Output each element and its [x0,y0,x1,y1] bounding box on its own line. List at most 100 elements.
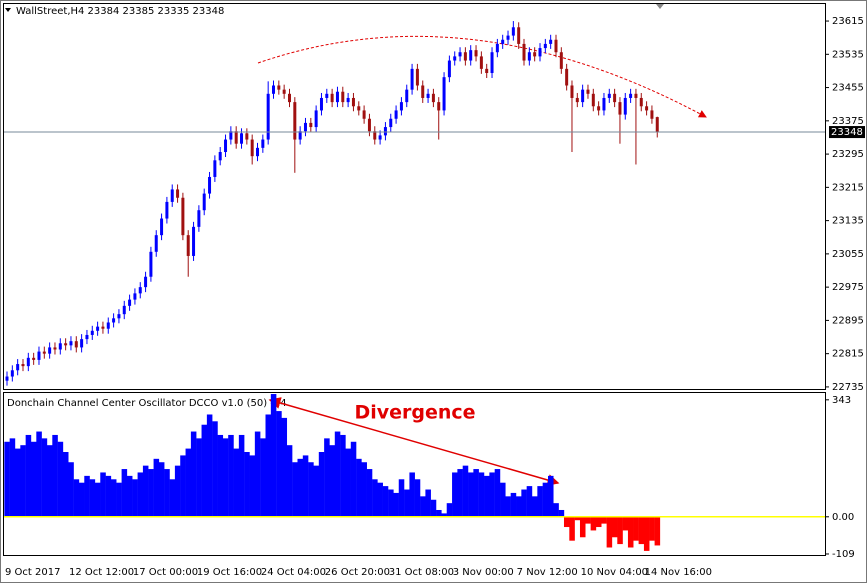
bar [622,516,629,531]
bar [180,455,186,517]
bar [542,482,549,517]
bar [89,479,96,517]
y-tick-label: 23455 [832,83,864,94]
bar [510,492,517,517]
last-price-label: 23348 [831,127,863,138]
bar [318,452,325,517]
bar [121,469,128,517]
y-tick-label: 23215 [832,182,864,193]
candle-body [160,218,164,236]
bar [73,479,80,517]
candle-body [256,147,260,157]
candle-body [21,364,25,367]
bar [404,489,410,517]
candle-body [240,133,244,144]
bar [345,448,351,517]
candle-body [378,135,382,140]
bar [276,411,282,517]
bar [196,438,202,517]
bar [41,438,48,517]
candle-body [325,93,329,98]
candle-body [501,39,505,44]
y-tick-label: 23055 [832,249,864,260]
bar [212,421,218,517]
x-tick-label: 9 Oct 2017 [5,567,60,578]
candle-body [421,85,425,98]
bar [233,448,240,517]
candle-body [85,334,89,340]
candle-body [213,160,217,177]
bar [100,472,106,517]
candle-body [623,97,627,115]
candle-body [490,52,494,74]
candle-body [293,102,297,140]
chart-title: WallStreet,H4 23384 23385 23335 23348 [16,6,224,17]
bar [46,445,53,517]
bar [420,496,426,517]
y-tick-label: 23615 [832,16,864,27]
bar [473,469,479,517]
bar [206,414,213,517]
bar [414,479,421,517]
candle-body [613,93,617,103]
oscillator-title: Donchain Channel Center Oscillator DCCO … [7,398,287,409]
candle-body [634,93,638,98]
candle-body [234,131,238,144]
bar [553,503,559,517]
bar [430,499,437,517]
divergence-arrow [268,397,560,486]
bar [62,452,69,517]
candle-body [80,339,84,348]
candle-body [58,343,62,350]
bar [388,489,394,517]
bar [590,516,597,531]
candle-body [405,89,409,103]
candle-body [154,235,158,252]
candle-body [90,330,94,335]
bar [569,516,575,541]
candle-body [122,305,126,315]
bar [627,516,634,548]
bar [52,434,58,517]
candle-body [597,106,601,111]
candle-body [5,376,9,381]
candle-body [629,93,633,98]
bar [265,414,272,517]
x-tick-label: 31 Oct 08:00 [389,567,454,578]
bar [137,472,144,517]
bar [4,441,10,517]
bar [228,434,234,517]
candle-body [53,347,57,350]
bar [110,479,117,517]
bar [254,431,261,517]
x-tick-label: 12 Oct 12:00 [69,567,134,578]
bar [14,448,21,517]
candle-body [282,89,286,94]
x-tick-label: 7 Nov 12:00 [517,567,578,578]
bar [356,458,362,517]
x-tick-label: 14 Nov 16:00 [645,567,712,578]
bar [190,431,197,517]
candle-body [176,189,180,198]
candle-body [517,27,521,44]
candle-body [431,93,435,103]
x-tick-label: 24 Oct 04:00 [261,567,326,578]
y-tick-label: 23295 [832,149,864,160]
bar [169,479,176,517]
bar [377,482,383,517]
candle-body [64,343,68,346]
bar [468,472,474,517]
candle-body [229,131,233,140]
bar [164,469,170,517]
y-tick-label: 22975 [832,282,864,293]
candle-body [618,102,622,115]
x-tick-label: 26 Oct 20:00 [325,567,390,578]
candle-body [538,48,542,57]
bar [84,475,90,517]
candle-body [575,97,579,103]
candle-body [133,293,137,300]
bar [500,482,506,517]
bar [398,479,405,517]
bar [484,475,490,517]
candle-body [453,56,457,61]
